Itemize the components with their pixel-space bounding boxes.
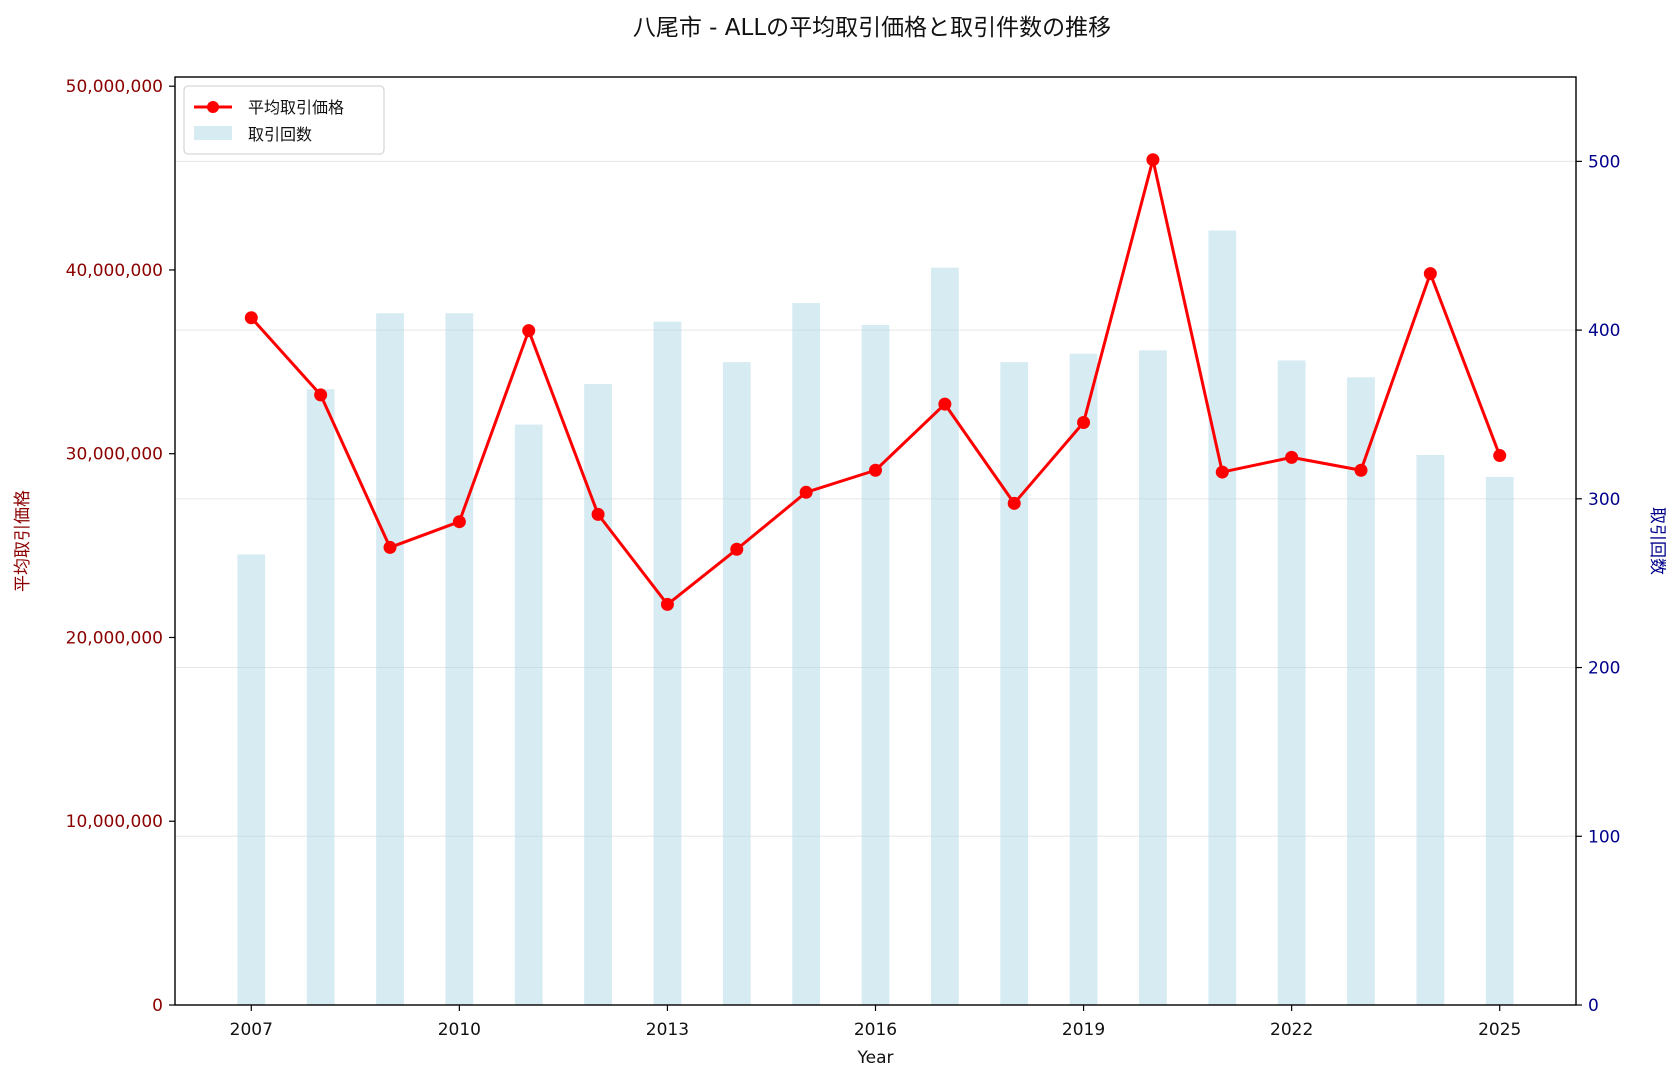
y-left-tick-label: 30,000,000 bbox=[66, 445, 163, 465]
y-left-tick-label: 0 bbox=[152, 996, 163, 1016]
line-segment bbox=[1220, 455, 1294, 474]
bar-2017 bbox=[930, 267, 959, 1005]
x-tick-label: 2022 bbox=[1270, 1020, 1313, 1040]
y-left-tick-label: 50,000,000 bbox=[66, 77, 163, 97]
x-axis: 2007 2010 2013 2016 2019 2022 2025 bbox=[230, 1005, 1521, 1040]
line-segment bbox=[1012, 420, 1086, 505]
point-2018 bbox=[1007, 496, 1021, 510]
line-segment bbox=[735, 490, 808, 551]
point-2013 bbox=[660, 597, 674, 611]
line-segment bbox=[388, 520, 461, 549]
line-segment bbox=[943, 402, 1016, 505]
line-segment bbox=[804, 468, 877, 494]
x-tick-label: 2013 bbox=[646, 1020, 689, 1040]
bar-2016 bbox=[861, 325, 890, 1006]
x-tick-label: 2010 bbox=[438, 1020, 481, 1040]
line-series-price bbox=[244, 153, 1507, 611]
line-segment bbox=[1428, 272, 1502, 458]
point-2012 bbox=[591, 507, 605, 521]
line-segment bbox=[457, 329, 531, 524]
y-right-tick-label: 400 bbox=[1588, 321, 1620, 341]
chart-title: 八尾市 - ALLの平均取引価格と取引件数の推移 bbox=[633, 15, 1111, 41]
point-2008 bbox=[314, 388, 328, 402]
bar-2024 bbox=[1416, 454, 1445, 1005]
bar-2021 bbox=[1208, 230, 1237, 1006]
point-2022 bbox=[1285, 450, 1299, 464]
bar-2018 bbox=[1000, 362, 1029, 1006]
bar-2010 bbox=[445, 313, 474, 1006]
line-segment bbox=[1082, 158, 1155, 424]
y-right-tick-label: 500 bbox=[1588, 152, 1620, 172]
x-tick-label: 2019 bbox=[1062, 1020, 1105, 1040]
bar-2025 bbox=[1485, 476, 1514, 1005]
bar-2023 bbox=[1347, 377, 1375, 1005]
y-axis-right: 0 100 200 300 400 500 bbox=[1576, 152, 1620, 1016]
bar-2011 bbox=[514, 424, 543, 1005]
y-right-tick-label: 300 bbox=[1588, 490, 1620, 510]
bar-2022 bbox=[1277, 360, 1306, 1006]
point-2011 bbox=[522, 324, 536, 338]
x-tick-label: 2016 bbox=[854, 1020, 897, 1040]
legend-bar-swatch bbox=[194, 126, 232, 140]
y-left-tick-label: 20,000,000 bbox=[66, 628, 163, 648]
legend-label-price: 平均取引価格 bbox=[248, 98, 344, 117]
point-2016 bbox=[869, 463, 882, 477]
legend-line-marker bbox=[207, 101, 219, 113]
y-left-tick-label: 40,000,000 bbox=[66, 261, 163, 281]
bar-2013 bbox=[653, 321, 682, 1005]
line-segment bbox=[874, 402, 947, 472]
legend: 平均取引価格 取引回数 bbox=[183, 85, 385, 155]
y-right-tick-label: 0 bbox=[1588, 996, 1599, 1016]
y-left-tick-label: 10,000,000 bbox=[66, 812, 163, 832]
line-segment bbox=[596, 512, 669, 606]
point-2007 bbox=[244, 311, 258, 325]
bar-2014 bbox=[722, 362, 751, 1006]
bar-2009 bbox=[376, 313, 404, 1006]
line-segment bbox=[1290, 455, 1363, 472]
x-axis-label: Year bbox=[857, 1048, 894, 1068]
point-2021 bbox=[1215, 465, 1229, 479]
y-axis-left: 0 10,000,000 20,000,000 30,000,000 40,000,00… bbox=[66, 77, 175, 1016]
bar-2012 bbox=[584, 384, 612, 1006]
bar-2019 bbox=[1069, 353, 1098, 1005]
point-2025 bbox=[1493, 449, 1507, 463]
line-segment bbox=[1359, 272, 1432, 472]
line-segment bbox=[527, 329, 600, 516]
point-2014 bbox=[730, 542, 744, 556]
legend-box bbox=[183, 85, 385, 155]
bar-series-count bbox=[237, 230, 1514, 1006]
point-2009 bbox=[383, 540, 397, 554]
point-2015 bbox=[799, 485, 813, 499]
line-segment bbox=[1151, 158, 1224, 474]
bar-2020 bbox=[1139, 350, 1167, 1005]
y-right-tick-label: 200 bbox=[1588, 659, 1620, 679]
x-tick-label: 2025 bbox=[1478, 1020, 1521, 1040]
bar-2015 bbox=[792, 303, 821, 1005]
x-tick-label: 2007 bbox=[230, 1020, 273, 1040]
bar-2007 bbox=[237, 554, 266, 1005]
point-2010 bbox=[452, 515, 466, 529]
point-2024 bbox=[1423, 267, 1437, 281]
bar-2008 bbox=[306, 389, 335, 1005]
point-2023 bbox=[1354, 463, 1368, 477]
y-right-tick-label: 100 bbox=[1588, 827, 1620, 847]
point-2019 bbox=[1077, 415, 1091, 429]
point-2020 bbox=[1146, 153, 1160, 167]
legend-label-count: 取引回数 bbox=[248, 125, 312, 144]
line-segment bbox=[319, 393, 392, 549]
line-segment bbox=[249, 316, 323, 397]
y-axis-right-label: 取引回数 bbox=[1647, 507, 1666, 575]
point-2017 bbox=[938, 397, 952, 411]
y-axis-left-label: 平均取引価格 bbox=[13, 490, 33, 592]
line-segment bbox=[665, 547, 739, 606]
